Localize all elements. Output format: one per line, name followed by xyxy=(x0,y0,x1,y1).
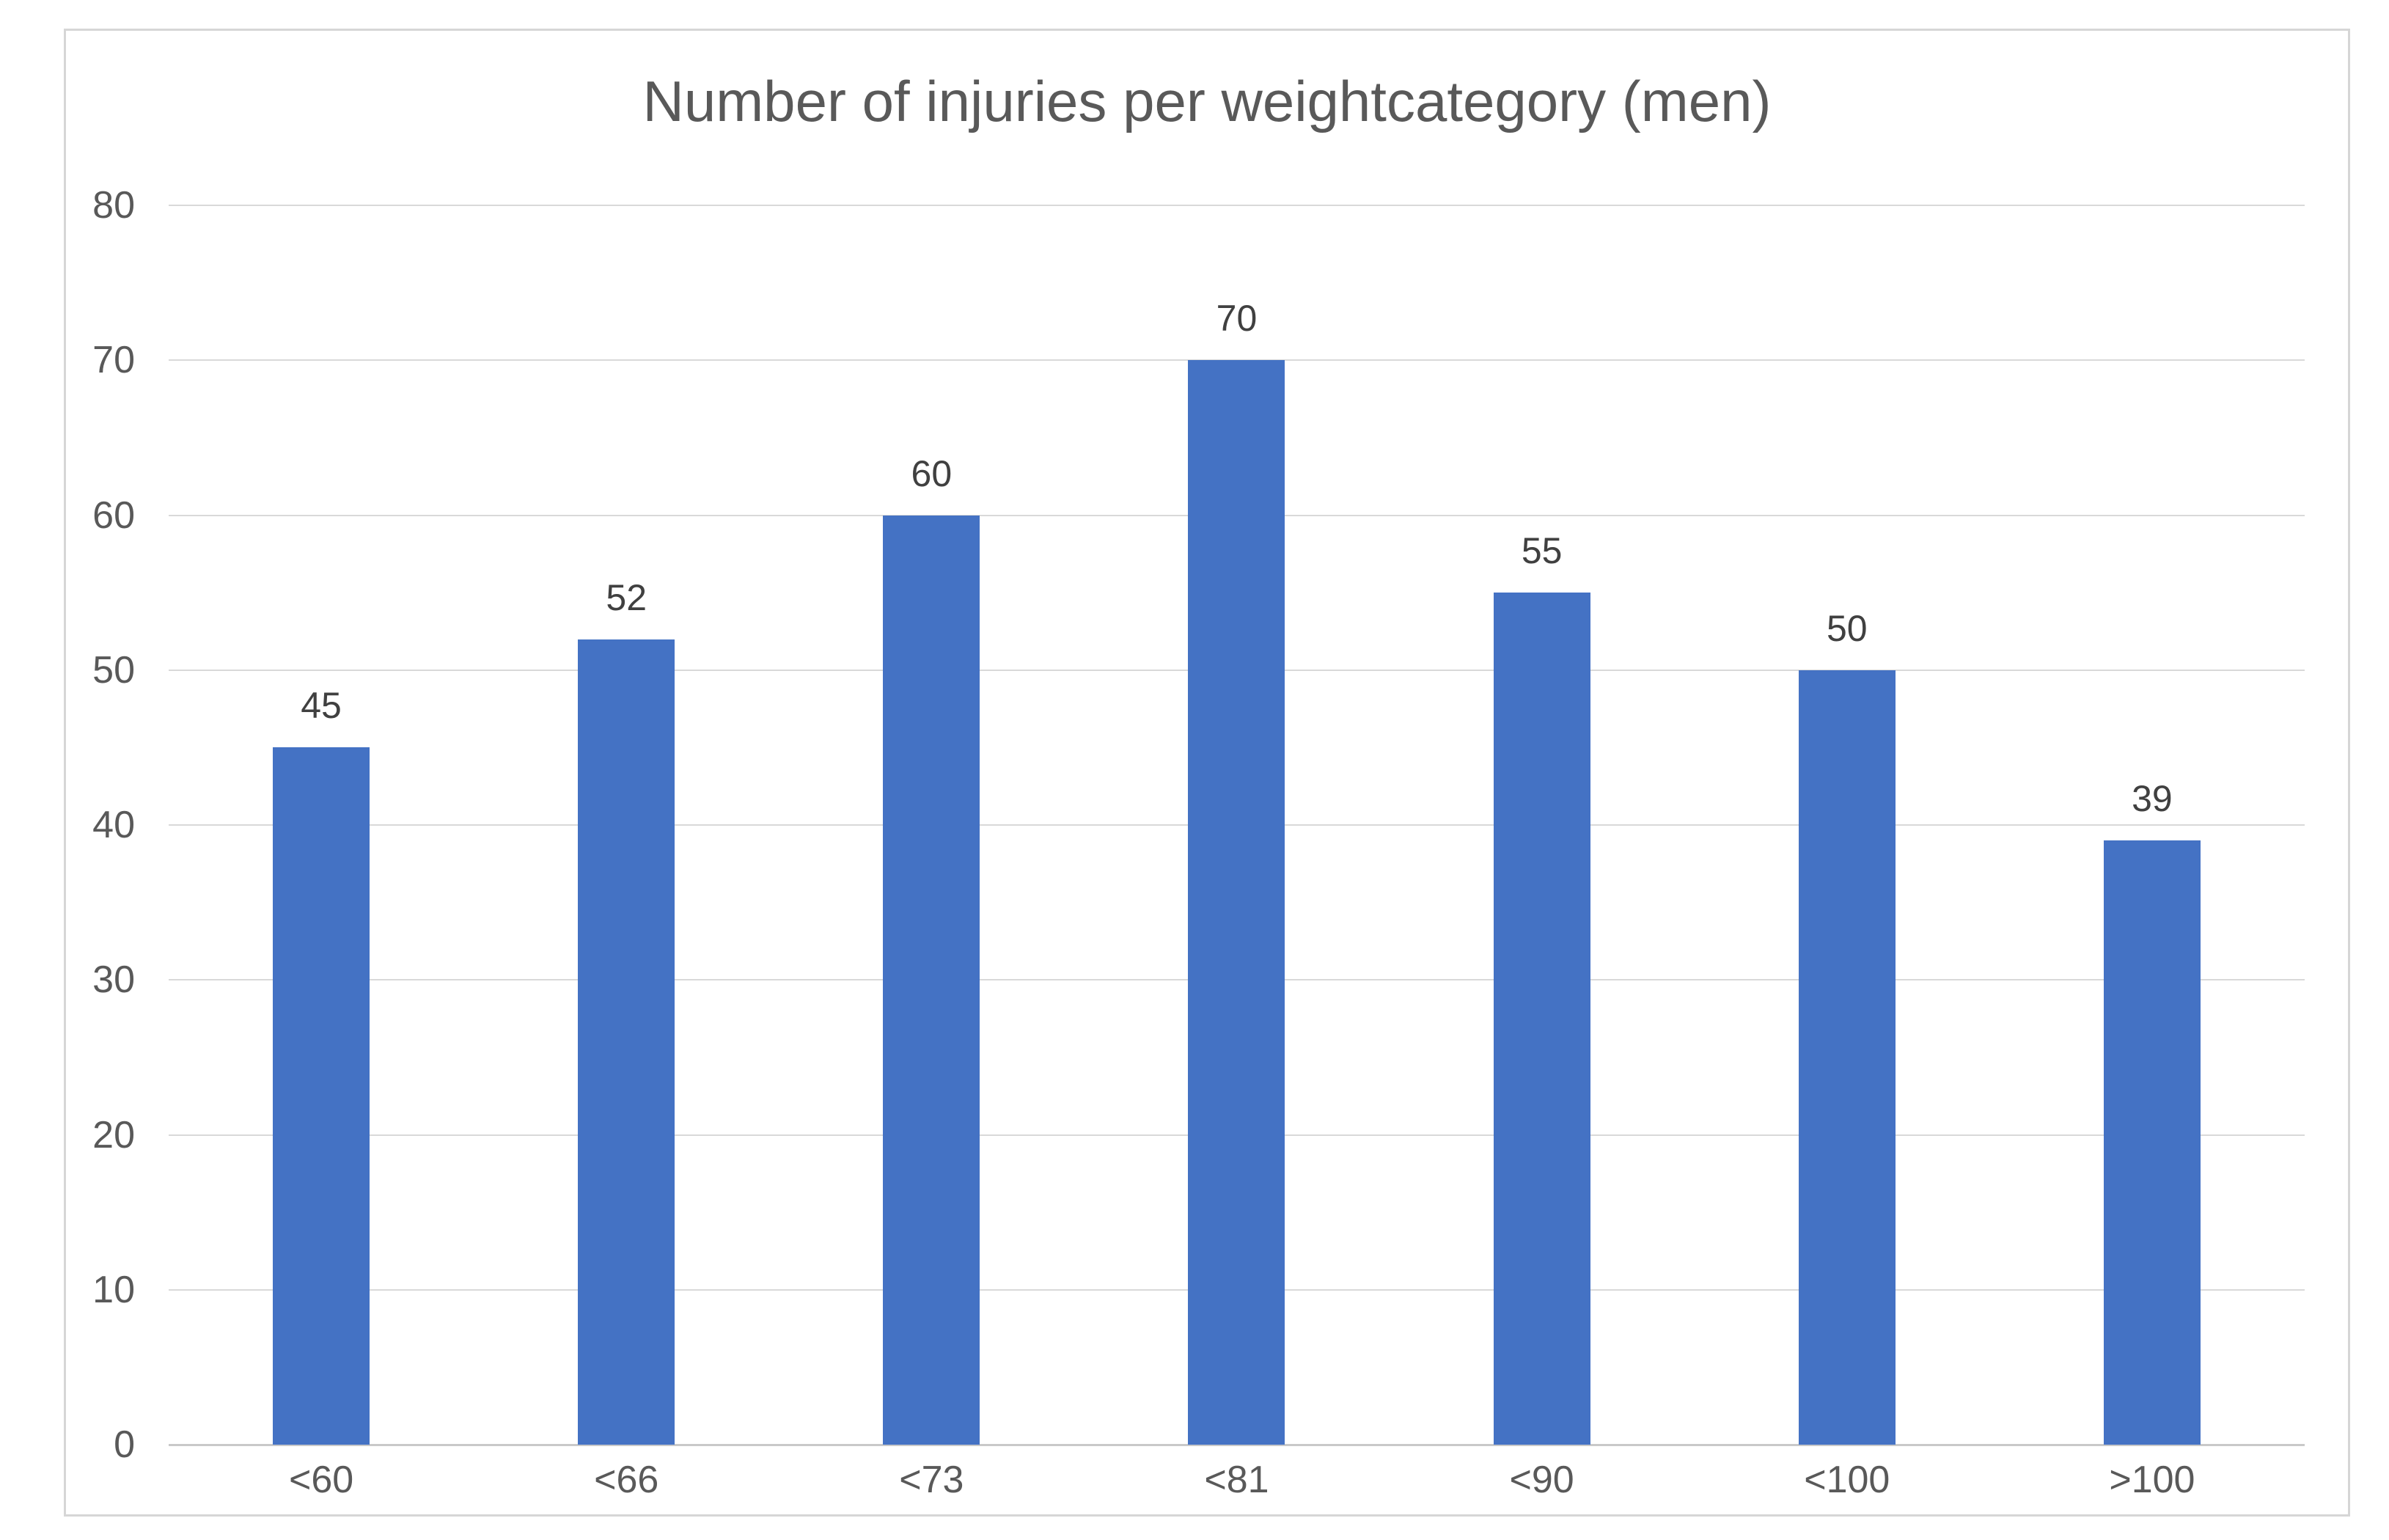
bar xyxy=(1188,360,1285,1445)
category-slot: 60 <73 xyxy=(779,205,1084,1501)
category-slot: 39 >100 xyxy=(2000,205,2305,1501)
x-tick-label: <81 xyxy=(1204,1459,1269,1501)
chart-title: Number of injuries per weightcategory (m… xyxy=(642,69,1772,133)
bar-value-label: 55 xyxy=(1521,530,1563,572)
bar xyxy=(1798,670,1896,1445)
x-tick-label: <90 xyxy=(1509,1459,1574,1501)
bar-value-label: 60 xyxy=(911,452,953,494)
y-tick-label: 80 xyxy=(92,184,135,227)
bar-value-label: 52 xyxy=(606,576,647,618)
bar xyxy=(2103,840,2201,1445)
bar xyxy=(578,639,675,1445)
chart-frame: Number of injuries per weightcategory (m… xyxy=(64,29,2350,1517)
y-tick-label: 0 xyxy=(114,1423,135,1466)
x-tick-label: <100 xyxy=(1804,1459,1890,1501)
y-tick-label: 40 xyxy=(92,804,135,846)
bar-value-label: 50 xyxy=(1826,607,1868,649)
x-tick-label: <73 xyxy=(899,1459,964,1501)
plot-area: 0 10 20 30 40 50 60 70 80 45 <60 52 <66 60 <73 70 <81 55 <… xyxy=(92,184,2305,1501)
y-tick-label: 70 xyxy=(92,339,135,382)
x-tick-label: <60 xyxy=(288,1459,354,1501)
bar xyxy=(273,747,370,1445)
y-tick-label: 30 xyxy=(92,958,135,1002)
bar xyxy=(883,515,980,1445)
y-tick-label: 50 xyxy=(92,648,135,692)
bar-value-label: 39 xyxy=(2132,778,2173,820)
x-axis-line xyxy=(169,1444,2305,1446)
y-tick-label: 60 xyxy=(92,494,135,537)
category-slot: 52 <66 xyxy=(474,205,779,1501)
y-tick-label: 20 xyxy=(92,1113,135,1156)
category-slot: 55 <90 xyxy=(1390,205,1695,1501)
x-tick-label: <66 xyxy=(594,1459,659,1501)
category-slot: 50 <100 xyxy=(1695,205,2000,1501)
bar-value-label: 70 xyxy=(1216,298,1258,340)
bar-value-label: 45 xyxy=(301,685,342,727)
y-tick-label: 10 xyxy=(92,1268,135,1311)
bar xyxy=(1493,593,1590,1445)
category-slot: 45 <60 xyxy=(169,205,474,1501)
category-slot: 70 <81 xyxy=(1084,205,1389,1501)
gridline xyxy=(169,205,2305,206)
x-tick-label: >100 xyxy=(2109,1459,2195,1501)
